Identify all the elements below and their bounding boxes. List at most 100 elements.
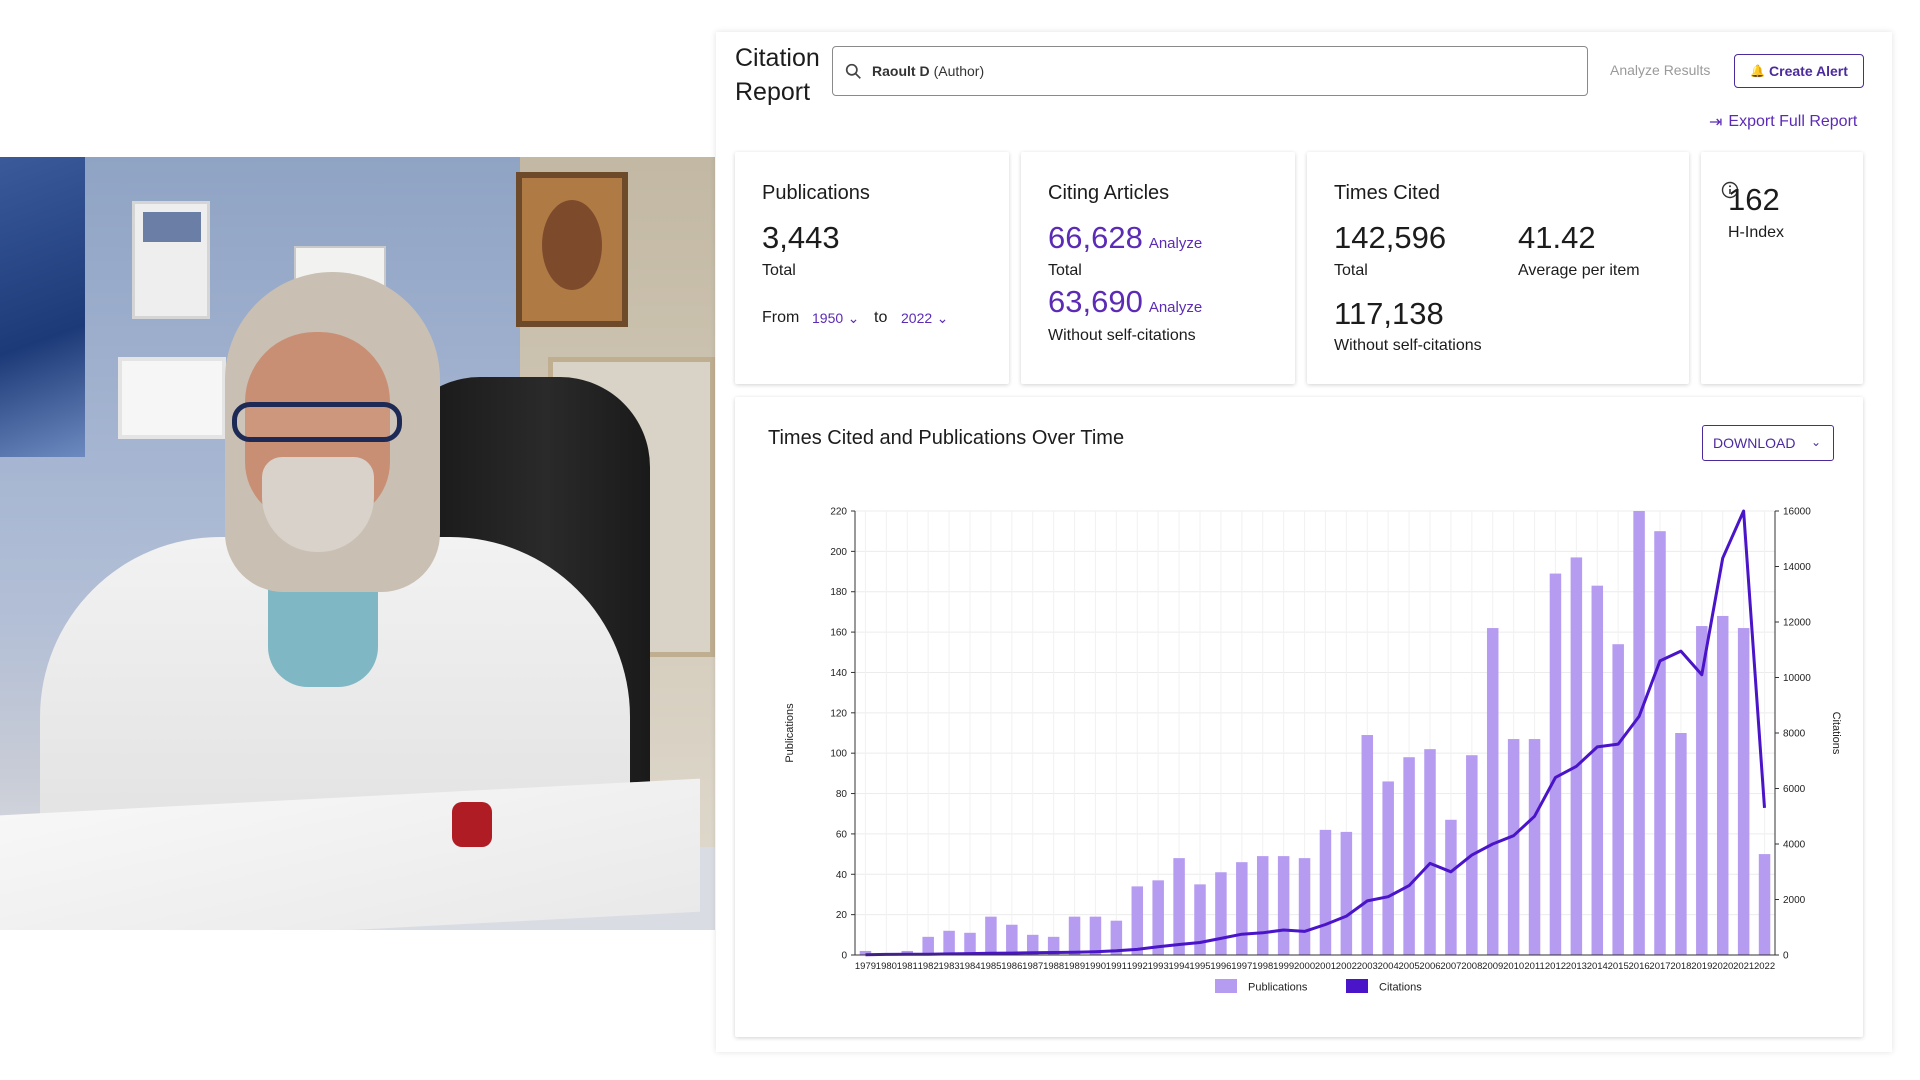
x-tick-label: 1998	[1252, 961, 1273, 972]
framed-blank	[118, 357, 226, 439]
citing-total-link[interactable]: 66,628 Analyze	[1048, 220, 1202, 256]
x-tick-label: 1984	[959, 961, 980, 972]
from-year-select[interactable]: 1950 ⌄	[812, 310, 859, 328]
search-query-author: Raoult D	[872, 63, 930, 79]
y-tick-label: 220	[830, 507, 847, 518]
bar-publications-2002	[1340, 831, 1353, 955]
glasses	[232, 402, 402, 442]
y2-tick-label: 14000	[1783, 562, 1811, 573]
publications-total: 3,443	[762, 220, 840, 255]
bar-publications-2021	[1737, 628, 1750, 955]
x-tick-label: 2010	[1503, 961, 1524, 972]
bar-publications-2013	[1570, 557, 1583, 955]
x-tick-label: 1989	[1064, 961, 1085, 972]
create-alert-label: Create Alert	[1769, 63, 1848, 79]
x-tick-label: 1983	[939, 961, 960, 972]
citing-without-label: Without self-citations	[1048, 327, 1196, 344]
x-tick-label: 1987	[1022, 961, 1043, 972]
citing-analyze-link[interactable]: Analyze	[1148, 235, 1203, 252]
analyze-results-button[interactable]: Analyze Results	[1610, 62, 1711, 78]
h-index-card: 162 H-Index	[1701, 152, 1863, 384]
from-label: From	[762, 309, 800, 326]
y-tick-label: 160	[830, 628, 847, 639]
citation-report-panel: Citation Report Raoult D (Author) Analyz…	[716, 32, 1892, 1052]
bar-publications-1982	[922, 936, 934, 955]
legend-swatch-publications	[1215, 979, 1237, 993]
y-tick-label: 60	[836, 829, 848, 840]
x-tick-label: 2011	[1524, 961, 1544, 972]
create-alert-button[interactable]: 🔔 Create Alert	[1734, 54, 1864, 88]
x-tick-label: 2003	[1357, 961, 1378, 972]
bar-publications-1983	[943, 930, 955, 955]
publications-heading: Publications	[762, 182, 870, 204]
y-tick-label: 0	[841, 951, 847, 962]
citing-heading: Citing Articles	[1048, 182, 1170, 204]
chart-title: Times Cited and Publications Over Time	[768, 427, 1125, 449]
to-year-select[interactable]: 2022 ⌄	[901, 310, 948, 328]
bar-publications-2016	[1633, 511, 1645, 955]
x-tick-label: 1990	[1085, 961, 1106, 972]
info-icon[interactable]	[1721, 181, 1739, 199]
x-tick-label: 2017	[1649, 961, 1670, 972]
times-cited-without: 117,138	[1334, 296, 1444, 331]
chevron-down-icon: ⌄	[1810, 435, 1821, 449]
x-tick-label: 1994	[1169, 961, 1190, 972]
x-tick-label: 2008	[1461, 961, 1482, 972]
bar-publications-1985	[985, 916, 997, 955]
bar-publications-1984	[964, 932, 976, 955]
x-tick-label: 2019	[1691, 961, 1712, 972]
citing-without-link[interactable]: 63,690 Analyze	[1048, 284, 1202, 320]
citing-without-analyze-link[interactable]: Analyze	[1148, 299, 1203, 316]
y-tick-label: 80	[836, 789, 848, 800]
y2-axis-label: Citations	[1830, 712, 1842, 755]
times-cited-without-label: Without self-citations	[1334, 337, 1482, 354]
bar-publications-1999	[1277, 856, 1290, 955]
bar-publications-2018	[1675, 733, 1687, 955]
beard	[262, 457, 374, 552]
x-tick-label: 2004	[1378, 961, 1399, 972]
x-tick-label: 2007	[1440, 961, 1461, 972]
to-year-value: 2022	[901, 310, 933, 326]
painting-left	[0, 157, 85, 457]
y2-tick-label: 4000	[1783, 840, 1806, 851]
bar-publications-2007	[1445, 819, 1457, 955]
x-tick-label: 2000	[1294, 961, 1315, 972]
bar-publications-2017	[1654, 531, 1666, 955]
bar-publications-1979	[859, 950, 872, 955]
x-tick-label: 1988	[1043, 961, 1064, 972]
chevron-down-icon: ⌄	[936, 310, 949, 326]
y2-tick-label: 8000	[1783, 729, 1806, 740]
bar-publications-2010	[1507, 739, 1520, 955]
export-icon: ⇥	[1709, 114, 1723, 131]
x-tick-label: 2016	[1629, 961, 1650, 972]
wrist-watch	[452, 802, 492, 847]
bar-publications-1996	[1215, 872, 1227, 955]
bar-publications-2015	[1612, 644, 1624, 955]
bar-publications-1994	[1173, 858, 1185, 955]
y-tick-label: 180	[830, 587, 847, 598]
portrait-painting	[516, 172, 628, 327]
export-full-report-link[interactable]: ⇥ Export Full Report	[1709, 112, 1857, 132]
x-tick-label: 1995	[1189, 961, 1210, 972]
bar-publications-2004	[1382, 781, 1394, 955]
download-dropdown[interactable]: DOWNLOAD ⌄	[1702, 425, 1834, 461]
to-label: to	[874, 309, 888, 326]
bar-publications-1995	[1194, 884, 1206, 955]
y2-tick-label: 6000	[1783, 784, 1806, 795]
video-frame	[0, 157, 715, 930]
average-per-item-label: Average per item	[1518, 262, 1640, 279]
chevron-down-icon: ⌄	[847, 310, 860, 326]
times-cited-total: 142,596	[1334, 220, 1447, 255]
x-tick-label: 2006	[1419, 961, 1440, 972]
search-input[interactable]: Raoult D (Author)	[832, 46, 1588, 96]
x-tick-label: 2020	[1712, 961, 1733, 972]
citing-total: 66,628	[1048, 220, 1143, 255]
x-tick-label: 2001	[1315, 961, 1336, 972]
x-tick-label: 1979	[855, 961, 876, 972]
y2-tick-label: 0	[1783, 951, 1789, 962]
x-tick-label: 1980	[876, 961, 897, 972]
x-tick-label: 1991	[1106, 961, 1127, 972]
times-cited-publications-chart: 0204060801001201401601802002200200040006…	[784, 507, 1842, 994]
publications-total-label: Total	[762, 262, 796, 279]
y-tick-label: 140	[830, 668, 847, 679]
